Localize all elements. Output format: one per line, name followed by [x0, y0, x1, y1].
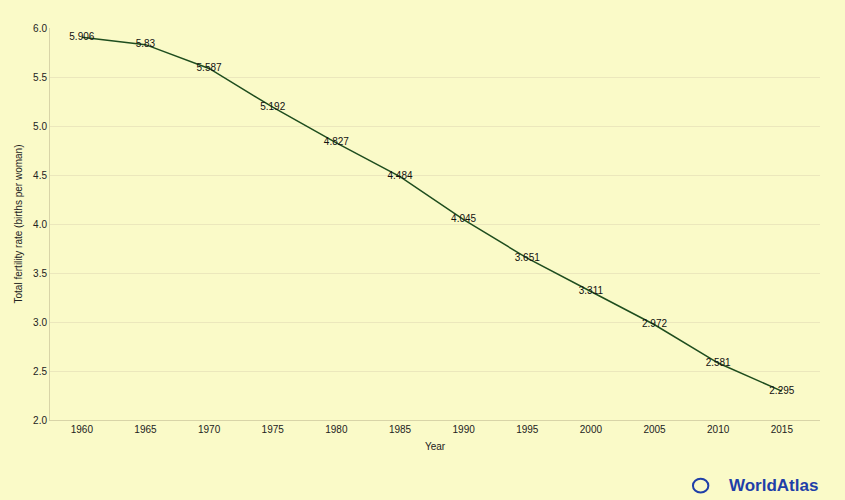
svg-text:2.0: 2.0 — [33, 415, 47, 426]
svg-text:2.972: 2.972 — [642, 318, 667, 329]
svg-text:1975: 1975 — [262, 424, 285, 435]
svg-text:Year: Year — [425, 441, 446, 452]
svg-text:2015: 2015 — [771, 424, 794, 435]
svg-text:1980: 1980 — [325, 424, 348, 435]
svg-text:1995: 1995 — [516, 424, 539, 435]
svg-text:2.581: 2.581 — [706, 357, 731, 368]
svg-text:2.295: 2.295 — [769, 385, 794, 396]
svg-text:4.827: 4.827 — [324, 136, 349, 147]
svg-text:5.83: 5.83 — [136, 38, 156, 49]
svg-text:5.0: 5.0 — [33, 121, 47, 132]
svg-text:4.0: 4.0 — [33, 219, 47, 230]
svg-text:2000: 2000 — [580, 424, 603, 435]
svg-text:5.5: 5.5 — [33, 72, 47, 83]
svg-text:5.906: 5.906 — [69, 31, 94, 42]
svg-text:3.651: 3.651 — [515, 252, 540, 263]
svg-text:2.5: 2.5 — [33, 366, 47, 377]
svg-text:WorldAtlas: WorldAtlas — [729, 476, 818, 495]
svg-text:3.311: 3.311 — [579, 285, 604, 296]
svg-text:2005: 2005 — [643, 424, 666, 435]
svg-text:6.0: 6.0 — [33, 23, 47, 34]
svg-text:1960: 1960 — [71, 424, 94, 435]
svg-text:1965: 1965 — [134, 424, 157, 435]
svg-text:4.5: 4.5 — [33, 170, 47, 181]
svg-text:Total fertility rate (births p: Total fertility rate (births per woman) — [13, 145, 24, 304]
svg-text:1985: 1985 — [389, 424, 412, 435]
svg-text:2010: 2010 — [707, 424, 730, 435]
svg-text:1990: 1990 — [453, 424, 476, 435]
svg-text:1970: 1970 — [198, 424, 221, 435]
svg-text:4.045: 4.045 — [451, 213, 476, 224]
svg-text:5.192: 5.192 — [260, 101, 285, 112]
svg-text:5.587: 5.587 — [197, 62, 222, 73]
svg-text:4.484: 4.484 — [387, 170, 412, 181]
svg-text:3.0: 3.0 — [33, 317, 47, 328]
svg-text:3.5: 3.5 — [33, 268, 47, 279]
